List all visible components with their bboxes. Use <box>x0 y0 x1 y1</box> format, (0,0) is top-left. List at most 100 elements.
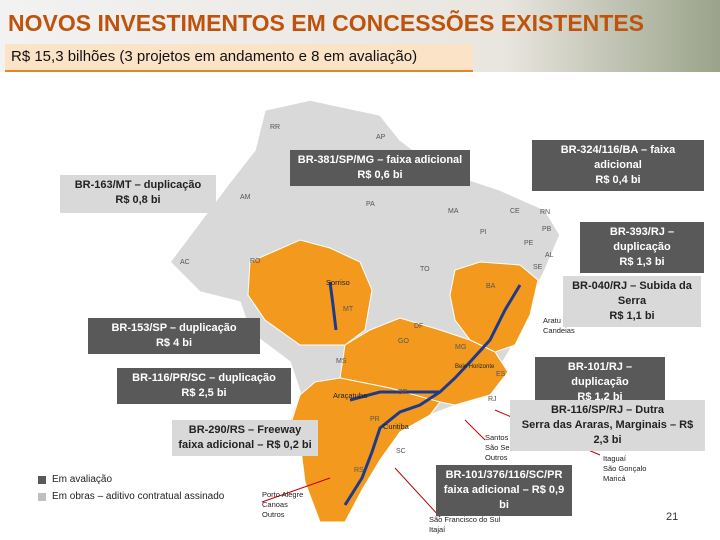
state-label: PR <box>370 416 380 423</box>
state-label: MA <box>448 208 459 215</box>
callout-line: BR-381/SP/MG – faixa adicional <box>297 154 463 166</box>
city-label: Curitiba <box>383 422 409 432</box>
leader-line <box>261 477 331 503</box>
callout-line: faixa adicional – R$ 0,2 bi <box>178 439 312 451</box>
callout-line: R$ 2,5 bi <box>181 387 227 399</box>
state-label: RO <box>250 258 261 265</box>
callout-line: BR-101/RJ – duplicação <box>567 361 633 388</box>
city-line: Curitiba <box>383 422 409 431</box>
road <box>328 281 338 331</box>
leader-line <box>394 467 441 518</box>
callout: BR-116/SP/RJ – Dutra Serra das Araras, Ma… <box>510 400 705 451</box>
city-label: Aratu Candeias <box>543 316 575 336</box>
page-number: 21 <box>666 511 679 523</box>
state-label: PE <box>524 240 534 247</box>
city-line: Belo Horizonte <box>455 364 495 370</box>
state-label: AP <box>376 134 386 141</box>
callout: BR-163/MT – duplicação R$ 0,8 bi <box>60 175 216 213</box>
city-line: São Gonçalo <box>603 464 647 473</box>
city-line: Araçatuba <box>333 391 368 400</box>
state-label: AC <box>180 259 190 266</box>
city-line: Sorriso <box>326 278 350 287</box>
callout-line: BR-163/MT – duplicação <box>74 179 202 191</box>
callout-line: R$ 0,4 bi <box>595 174 641 186</box>
city-line: Canoas <box>262 500 288 509</box>
state-label: AM <box>240 194 251 201</box>
title: NOVOS INVESTIMENTOS EM CONCESSÕES EXISTE… <box>8 10 645 36</box>
legend-swatch <box>38 492 46 501</box>
city-line: Maricá <box>603 474 626 483</box>
city-line: Porto Alegre <box>262 490 304 499</box>
city-label: São Francisco do Sul Itajaí <box>429 515 500 535</box>
callout-line: R$ 4 bi <box>155 337 193 349</box>
city-line: Outros <box>262 510 285 519</box>
region-ba <box>449 261 539 353</box>
callout-line: BR-116/SP/RJ – Dutra <box>550 404 665 416</box>
callout: BR-040/RJ – Subida da Serra R$ 1,1 bi <box>563 276 701 327</box>
state-label: SE <box>533 264 543 271</box>
state-label: GO <box>398 338 409 345</box>
state-label: MG <box>455 344 467 351</box>
city-label: Araçatuba <box>333 391 367 401</box>
callout-line: BR-393/RJ – duplicação <box>609 226 675 253</box>
region-mt <box>247 239 373 346</box>
callout-line: Serra das Araras, Marginais – R$ 2,3 bi <box>521 419 694 446</box>
callout: BR-381/SP/MG – faixa adicional R$ 0,6 bi <box>290 150 470 186</box>
callout-line: BR-324/116/BA – faixa adicional <box>560 144 676 171</box>
city-label: Sorriso <box>326 278 350 288</box>
city-line: Itajaí <box>429 525 446 534</box>
state-label: MS <box>336 358 347 365</box>
city-label: Porto Alegre Canoas Outros <box>262 490 303 520</box>
state-label: RN <box>540 209 551 216</box>
state-label: DF <box>414 323 424 330</box>
road <box>343 284 522 506</box>
state-label: PI <box>480 229 487 236</box>
subtitle: R$ 15,3 bilhões (3 projetos em andamento… <box>5 44 473 72</box>
city-line: Santos <box>485 433 509 442</box>
legend-label: Em avaliação <box>52 474 113 485</box>
state-label: CE <box>510 208 520 215</box>
road <box>349 390 440 402</box>
legend-label: Em obras – aditivo contratual assinado <box>52 491 225 502</box>
callout-line: BR-101/376/116/SC/PR <box>445 469 563 481</box>
state-label: TO <box>420 266 430 273</box>
callout-line: BR-153/SP – duplicação <box>111 322 237 334</box>
callout-line: R$ 1,3 bi <box>619 256 665 268</box>
state-label: AL <box>545 252 554 259</box>
state-label: PA <box>366 201 375 208</box>
callout-line: R$ 1,1 bi <box>609 310 655 322</box>
city-line: Itaguaí <box>603 454 626 463</box>
callout: BR-290/RS – Freeway faixa adicional – R$ … <box>172 420 318 456</box>
legend-item: Em avaliação <box>38 474 112 485</box>
callout-line: BR-040/RJ – Subida da Serra <box>572 280 692 307</box>
callout-line: faixa adicional – R$ 0,9 bi <box>443 484 565 511</box>
callout-line: BR-116/PR/SC – duplicação <box>132 372 276 384</box>
callout-line: BR-290/RS – Freeway <box>188 424 302 436</box>
city-line: Candeias <box>543 326 575 335</box>
legend-item: Em obras – aditivo contratual assinado <box>38 491 224 502</box>
callout: BR-324/116/BA – faixa adicional R$ 0,4 bi <box>532 140 704 191</box>
callout: BR-153/SP – duplicação R$ 4 bi <box>88 318 260 354</box>
city-line: Aratu <box>543 316 561 325</box>
callout: BR-116/PR/SC – duplicação R$ 2,5 bi <box>117 368 291 404</box>
city-line: São Francisco do Sul <box>429 515 501 524</box>
state-label: MT <box>343 306 354 313</box>
state-label: SC <box>396 448 406 455</box>
state-label: RJ <box>488 396 497 403</box>
state-label: PB <box>542 226 552 233</box>
state-label: SP <box>398 389 408 396</box>
state-label: BA <box>486 283 496 290</box>
callout-line: R$ 0,8 bi <box>115 194 161 206</box>
legend-swatch <box>38 475 46 484</box>
callout: BR-101/376/116/SC/PR faixa adicional – R$… <box>436 465 572 516</box>
city-line: Outros <box>485 453 508 462</box>
city-label: Belo Horizonte <box>455 362 494 372</box>
callout-line: R$ 0,6 bi <box>357 169 403 181</box>
city-line: São Sebastião <box>485 443 534 452</box>
leader-line <box>464 419 486 441</box>
state-label: RR <box>270 124 281 131</box>
